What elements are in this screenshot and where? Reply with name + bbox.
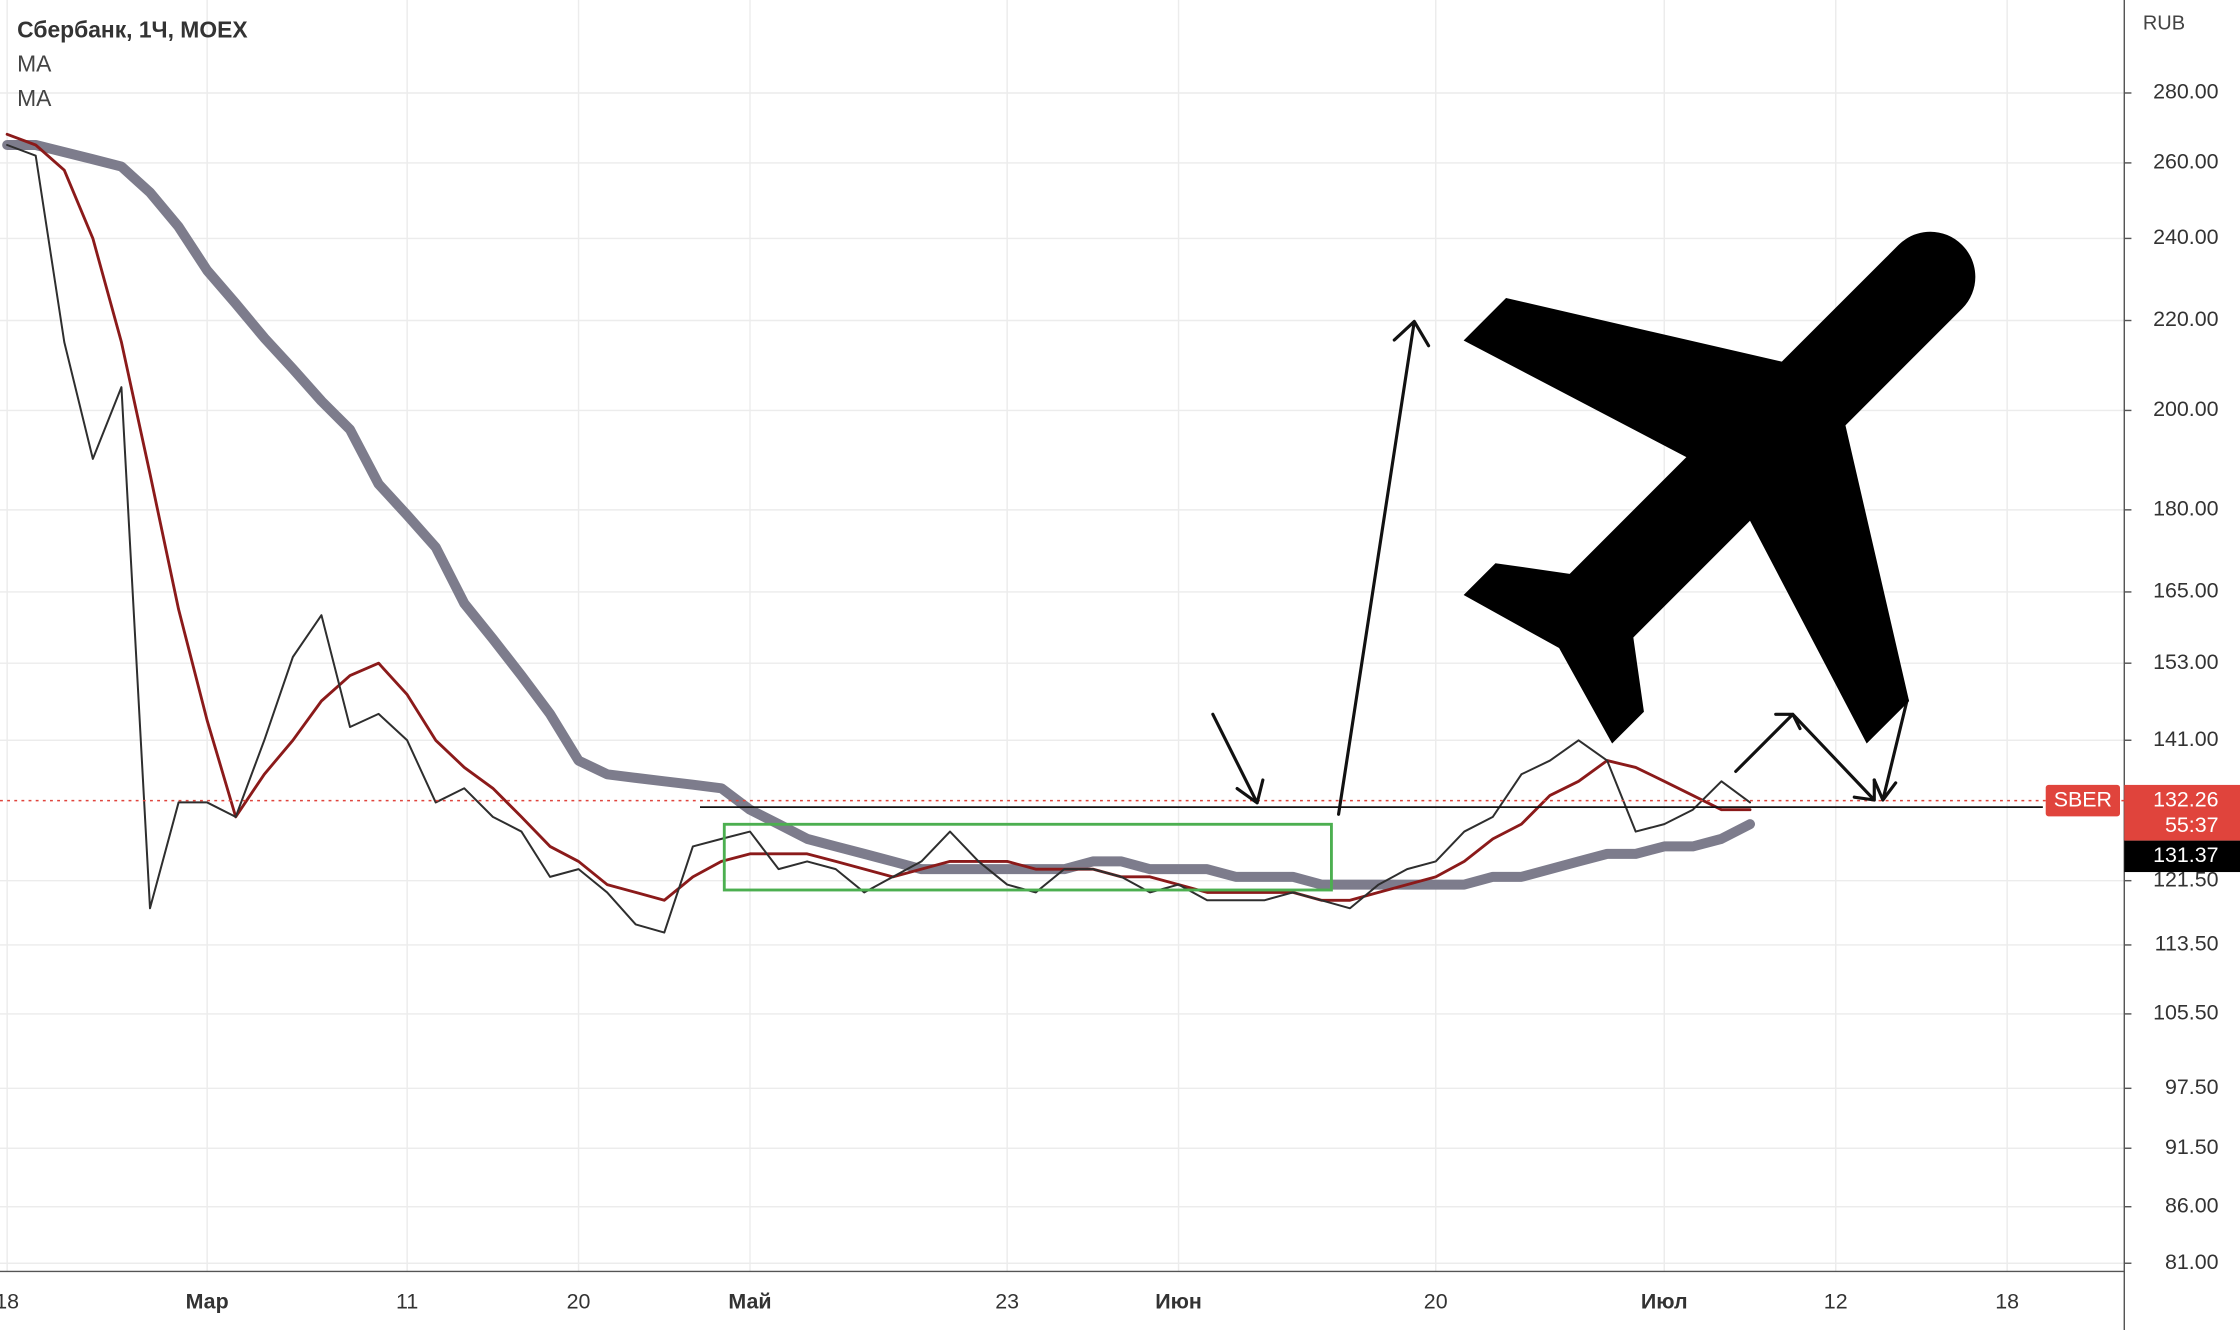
y-tick-label: 105.50 [2153, 1001, 2219, 1025]
x-tick-label: 20 [567, 1290, 591, 1314]
x-tick-label: Мар [186, 1290, 229, 1314]
arrows [1211, 319, 1909, 816]
y-tick-label: 81.00 [2165, 1250, 2219, 1274]
y-tick-label: 97.50 [2165, 1075, 2219, 1099]
legend-entry: MA [17, 51, 52, 77]
x-tick-label: 18 [0, 1290, 19, 1314]
y-tick-label: 153.00 [2153, 650, 2219, 674]
arrow [1337, 319, 1431, 816]
series-line [5, 132, 1752, 902]
price-label: 132.26 [2153, 787, 2218, 811]
arrow [1734, 712, 1876, 802]
currency-label: RUB [2143, 13, 2185, 35]
y-tick-label: 180.00 [2153, 497, 2219, 521]
x-tick-label: 12 [1824, 1290, 1848, 1314]
countdown-label: 55:37 [2165, 813, 2219, 837]
x-tick-label: 23 [995, 1290, 1019, 1314]
y-tick-label: 200.00 [2153, 397, 2219, 421]
series-line [6, 144, 1751, 934]
grid [0, 0, 2125, 1272]
series-line [2, 140, 1755, 890]
arrow [1872, 698, 1909, 802]
y-tick-label: 141.00 [2153, 727, 2219, 751]
x-tick-label: 11 [396, 1290, 418, 1314]
airplane-icon [1463, 231, 1976, 744]
x-tick-label: Май [728, 1290, 771, 1314]
x-tick-label: 18 [1995, 1290, 2019, 1314]
price-axis: 280.00 260.00 240.00 220.00 200.00 180.00 165.… [0, 80, 2240, 1314]
arrow [1211, 712, 1265, 805]
legend: MA MA [17, 51, 52, 111]
y-tick-label: 91.50 [2165, 1135, 2219, 1159]
symbol-label: SBER [2054, 787, 2112, 811]
range-box [722, 822, 1333, 892]
y-tick-label: 86.00 [2165, 1193, 2219, 1217]
x-tick-label: 20 [1424, 1290, 1448, 1314]
y-tick-label: 113.50 [2155, 932, 2219, 956]
legend-entry: MA [17, 85, 52, 111]
plot [0, 132, 2125, 934]
ma-tag [2124, 840, 2240, 873]
chart-title: Сбербанк, 1Ч, MOEX [17, 16, 248, 42]
y-tick-label: 260.00 [2153, 150, 2219, 174]
y-tick-label: 280.00 [2153, 80, 2219, 104]
x-tick-label: Июл [1641, 1290, 1688, 1314]
price-tag [2124, 784, 2240, 841]
ma-label: 131.37 [2153, 843, 2218, 867]
y-tick-label: 240.00 [2153, 225, 2219, 249]
y-tick-label: 165.00 [2153, 579, 2219, 603]
y-tick-label: 220.00 [2153, 307, 2219, 331]
x-tick-label: Июн [1155, 1290, 1202, 1314]
symbol-tag [2045, 784, 2120, 817]
